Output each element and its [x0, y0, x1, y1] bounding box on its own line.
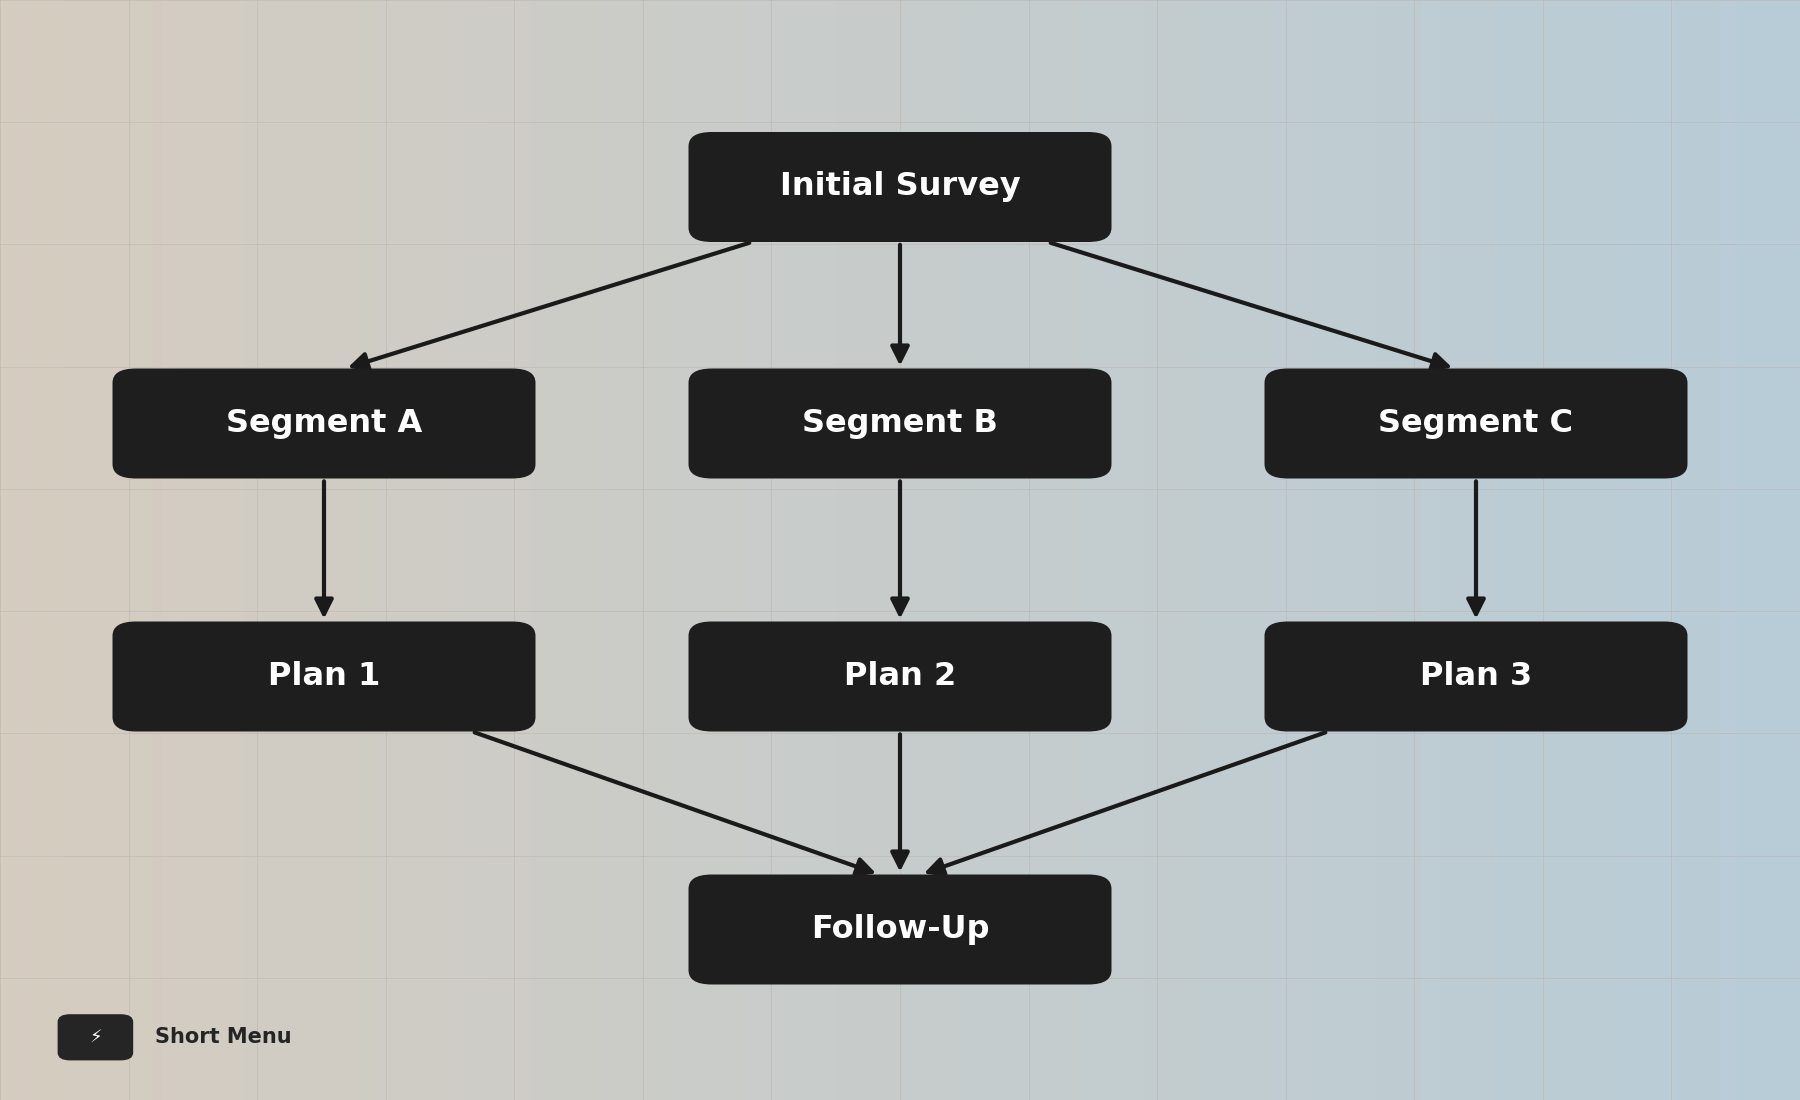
Text: Segment C: Segment C [1379, 408, 1573, 439]
Text: Initial Survey: Initial Survey [779, 172, 1021, 202]
FancyBboxPatch shape [112, 368, 536, 478]
Text: Plan 2: Plan 2 [844, 661, 956, 692]
Text: Segment B: Segment B [803, 408, 997, 439]
Text: ⚡: ⚡ [88, 1028, 103, 1046]
FancyBboxPatch shape [688, 132, 1112, 242]
FancyBboxPatch shape [1264, 368, 1687, 478]
FancyBboxPatch shape [688, 621, 1112, 732]
FancyBboxPatch shape [112, 621, 536, 732]
FancyBboxPatch shape [688, 874, 1112, 984]
FancyBboxPatch shape [688, 368, 1112, 478]
FancyBboxPatch shape [1264, 621, 1687, 732]
Text: Plan 3: Plan 3 [1420, 661, 1532, 692]
Text: Short Menu: Short Menu [155, 1027, 292, 1047]
Text: Segment A: Segment A [225, 408, 423, 439]
Text: Follow-Up: Follow-Up [810, 914, 990, 945]
FancyBboxPatch shape [58, 1014, 133, 1060]
Text: Plan 1: Plan 1 [268, 661, 380, 692]
